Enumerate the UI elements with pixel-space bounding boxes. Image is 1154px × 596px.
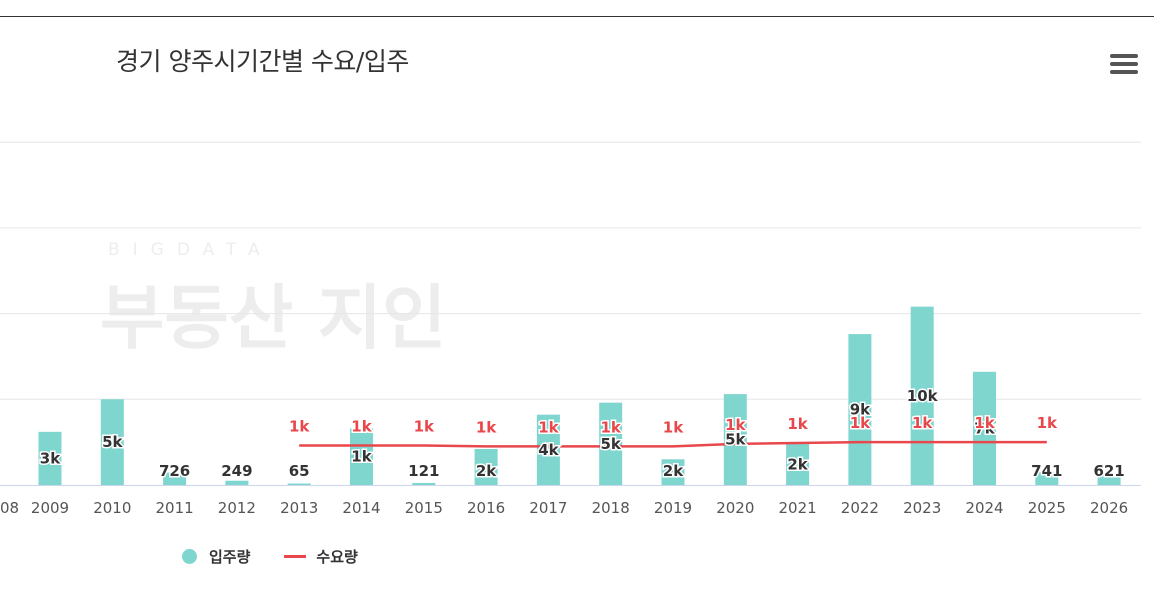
top-rule bbox=[0, 16, 1154, 17]
line-data-label: 1k bbox=[600, 418, 621, 436]
legend-item-demand[interactable]: 수요량 bbox=[284, 546, 358, 567]
bar-2018 bbox=[599, 402, 623, 485]
line-data-label: 1k bbox=[850, 414, 871, 432]
x-tick-label: 2012 bbox=[218, 499, 256, 517]
legend-label: 수요량 bbox=[316, 548, 358, 566]
x-tick-label: 2010 bbox=[93, 499, 131, 517]
bar-2023 bbox=[910, 306, 934, 485]
bar-2012 bbox=[225, 480, 249, 485]
bar-data-label: 10k bbox=[907, 387, 939, 405]
bar-2014 bbox=[350, 428, 373, 485]
bar-2020 bbox=[723, 394, 747, 485]
x-tick-label: 2017 bbox=[529, 499, 567, 517]
x-tick-label: 2021 bbox=[779, 499, 817, 517]
x-tick-label: 2024 bbox=[965, 499, 1003, 517]
bar-data-label: 726 bbox=[159, 462, 190, 480]
bar-data-label: 4k bbox=[538, 441, 559, 459]
bar-data-label: 2k bbox=[787, 455, 808, 473]
x-tick-label: 2025 bbox=[1028, 499, 1066, 517]
series-line-demand bbox=[299, 440, 1047, 448]
bar-2010 bbox=[100, 399, 124, 485]
x-tick-label: 2020 bbox=[716, 499, 754, 517]
line-data-label: 1k bbox=[538, 418, 559, 436]
bar-2022 bbox=[848, 334, 872, 485]
legend: 입주량 수요량 bbox=[182, 546, 392, 567]
line-data-label: 1k bbox=[414, 418, 435, 436]
bar-2026 bbox=[1097, 474, 1121, 485]
bar-2019 bbox=[661, 459, 685, 485]
x-tick-label-edge: 2008 bbox=[0, 499, 19, 517]
bar-2011 bbox=[163, 472, 187, 485]
legend-dot-icon bbox=[182, 549, 197, 564]
menu-bar bbox=[1110, 62, 1138, 66]
bar-data-label: 2k bbox=[663, 462, 684, 480]
bar-2017 bbox=[536, 414, 560, 485]
bar-data-label: 7k bbox=[974, 419, 995, 437]
bar-data-label: 741 bbox=[1031, 462, 1062, 480]
x-tick-label: 2016 bbox=[467, 499, 505, 517]
line-data-label: 1k bbox=[476, 418, 497, 436]
line-data-label: 1k bbox=[1037, 414, 1058, 432]
bar-data-label: 5k bbox=[725, 431, 746, 449]
bar-data-label: 621 bbox=[1093, 462, 1124, 480]
menu-bar bbox=[1110, 70, 1138, 74]
x-tick-label: 2009 bbox=[31, 499, 69, 517]
bar-2016 bbox=[474, 448, 498, 485]
bar-2025 bbox=[1035, 472, 1059, 485]
bar-data-label: 121 bbox=[408, 462, 439, 480]
bar-2009 bbox=[38, 431, 62, 485]
bar-data-label: 9k bbox=[850, 401, 871, 419]
menu-bar bbox=[1110, 54, 1138, 58]
legend-line-icon bbox=[284, 555, 307, 558]
bar-2013 bbox=[287, 483, 311, 485]
x-tick-label: 2015 bbox=[405, 499, 443, 517]
bar-data-label: 65 bbox=[289, 462, 310, 480]
bar-2021 bbox=[786, 443, 810, 485]
bar-data-label: 5k bbox=[600, 435, 621, 453]
bar-2024 bbox=[973, 371, 996, 485]
hamburger-menu-icon[interactable] bbox=[1110, 54, 1138, 76]
x-tick-label: 2011 bbox=[156, 499, 194, 517]
x-tick-label: 2026 bbox=[1090, 499, 1128, 517]
line-data-label: 1k bbox=[912, 414, 933, 432]
line-data-label: 1k bbox=[289, 418, 310, 436]
x-tick-label: 2018 bbox=[592, 499, 630, 517]
x-tick-label: 2023 bbox=[903, 499, 941, 517]
chart-title: 경기 양주시기간별 수요/입주 bbox=[116, 47, 409, 76]
x-tick-label: 2022 bbox=[841, 499, 879, 517]
line-data-label: 1k bbox=[663, 418, 684, 436]
line-data-label: 1k bbox=[974, 414, 995, 432]
bar-data-label: 3k bbox=[40, 449, 61, 467]
line-data-label: 1k bbox=[725, 416, 746, 434]
bar-data-label: 2k bbox=[476, 462, 497, 480]
bar-data-label: 5k bbox=[102, 433, 123, 451]
x-tick-label: 2013 bbox=[280, 499, 318, 517]
bar-data-label: 249 bbox=[221, 462, 252, 480]
line-data-label: 1k bbox=[787, 415, 808, 433]
legend-item-move-in[interactable]: 입주량 bbox=[182, 546, 250, 567]
x-tick-label: 2019 bbox=[654, 499, 692, 517]
x-tick-label: 2014 bbox=[342, 499, 380, 517]
bar-data-label: 1k bbox=[351, 448, 372, 466]
line-data-label: 1k bbox=[351, 418, 372, 436]
legend-label: 입주량 bbox=[209, 548, 251, 566]
bar-2015 bbox=[412, 482, 436, 485]
